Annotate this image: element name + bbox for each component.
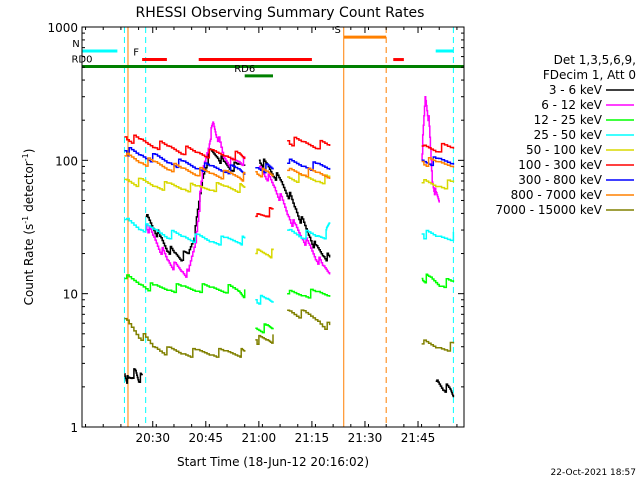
series-line-3 (124, 217, 246, 246)
series-line-5 (287, 136, 331, 150)
series-line-6 (421, 156, 455, 167)
y-tick-label: 1000 (47, 21, 78, 35)
series-line-0 (435, 379, 455, 398)
series-line-5 (124, 134, 246, 161)
y-axis-label-exp-2: -1 (21, 153, 30, 161)
series-line-3 (255, 294, 274, 305)
flag-label-n: N (72, 39, 79, 50)
series-line-8 (255, 334, 274, 345)
y-axis-label-main: Count Rate (s (22, 224, 36, 306)
axes: 1 10 100 1000 20:30 20:45 21:00 21:15 21:30 21:45 (47, 21, 464, 445)
series-line-8 (421, 339, 455, 352)
legend-header-line-2: FDecim 1, Att 0 (543, 68, 636, 82)
series-line-6 (255, 163, 274, 174)
legend-header-line-1: Det 1,3,5,6,9, (554, 53, 636, 67)
series-line-0 (145, 148, 246, 262)
series-line-2 (124, 274, 246, 299)
flag-label-f: F (133, 48, 139, 59)
series-line-2 (287, 288, 331, 299)
legend-entry-label: 6 - 12 keV (541, 98, 603, 112)
legend: Det 1,3,5,6,9, FDecim 1, Att 0 3 - 6 keV… (495, 53, 636, 217)
chart-title: RHESSI Observing Summary Count Rates (136, 5, 425, 21)
series-line-5 (421, 142, 455, 153)
x-tick-label: 21:15 (295, 431, 330, 445)
legend-entry-label: 3 - 6 keV (549, 83, 603, 97)
legend-entry-label: 25 - 50 keV (534, 128, 603, 142)
legend-entry-label: 12 - 25 keV (534, 113, 603, 127)
footer-timestamp: 22-Oct-2021 18:57 (551, 468, 636, 478)
series-line-4 (421, 179, 455, 190)
legend-entry-label: 50 - 100 keV (526, 143, 603, 157)
x-tick-label: 21:00 (242, 431, 277, 445)
series-line-5 (255, 206, 274, 218)
x-tick-label: 21:30 (348, 431, 383, 445)
series-line-8 (287, 309, 331, 331)
legend-entry-label: 300 - 800 keV (518, 173, 602, 187)
series-line-4 (124, 177, 246, 194)
series-line-0 (124, 368, 143, 384)
series-line-6 (124, 147, 246, 175)
series-line-3 (287, 222, 331, 240)
x-tick-label: 20:45 (188, 431, 223, 445)
legend-entry-label: 7000 - 15000 keV (495, 203, 602, 217)
x-tick-label: 20:30 (135, 431, 170, 445)
x-axis-label: Start Time (18-Jun-12 20:16:02) (177, 455, 369, 469)
series-line-7 (124, 152, 246, 182)
series-line-7 (421, 157, 455, 168)
series-line-2 (255, 323, 274, 334)
series-line-7 (287, 167, 331, 179)
series-line-2 (421, 273, 455, 289)
legend-entry-label: 100 - 300 keV (518, 158, 602, 172)
y-axis-label: Count Rate (s-1 detector-1) (21, 149, 36, 306)
y-axis-label-mid: detector (22, 161, 36, 216)
flag-label-rd6: RD6 (234, 64, 255, 75)
x-tick-label: 21:45 (401, 431, 436, 445)
y-axis-label-close: ) (22, 149, 36, 154)
y-tick-label: 1 (70, 421, 78, 435)
y-axis-label-exp-1: -1 (21, 216, 30, 224)
series-line-1 (145, 121, 246, 278)
y-tick-label: 10 (63, 288, 78, 302)
legend-entry-label: 800 - 7000 keV (511, 188, 603, 202)
series-line-1 (258, 165, 331, 275)
series-line-7 (255, 167, 274, 178)
series-line-8 (124, 317, 246, 358)
series-line-0 (258, 158, 331, 262)
y-tick-label: 100 (55, 154, 78, 168)
flag-label-s: S (335, 25, 341, 36)
plot-frame (81, 26, 465, 428)
series-line-3 (421, 229, 455, 242)
series-line-4 (255, 248, 274, 259)
